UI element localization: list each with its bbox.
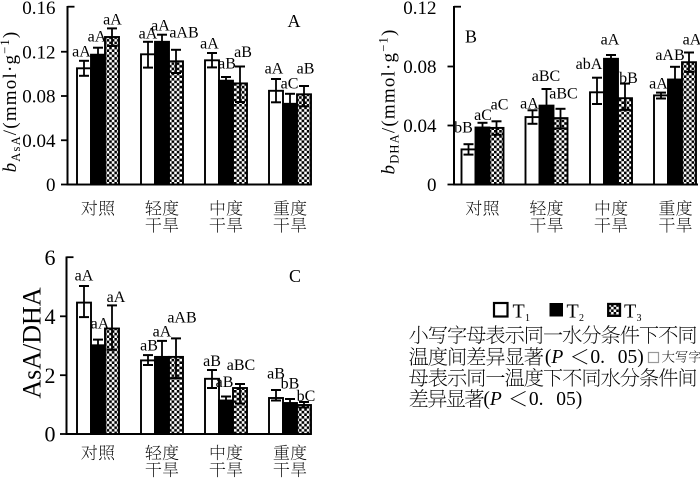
- svg-text:T: T: [624, 301, 636, 323]
- svg-text:aB: aB: [140, 337, 158, 354]
- svg-text:aC: aC: [281, 75, 299, 92]
- svg-text:aA: aA: [72, 43, 91, 60]
- svg-text:4: 4: [45, 304, 56, 329]
- svg-text:aAB: aAB: [655, 47, 684, 64]
- svg-text:aB: aB: [216, 374, 234, 391]
- svg-text:aA: aA: [107, 289, 126, 306]
- svg-text:aA: aA: [601, 31, 620, 48]
- svg-text:05): 05): [618, 347, 644, 368]
- svg-text:05): 05): [556, 389, 582, 410]
- svg-text:1: 1: [525, 313, 530, 324]
- svg-text:0.08: 0.08: [22, 87, 55, 108]
- svg-text:aA: aA: [153, 323, 172, 340]
- svg-text:0.08: 0.08: [403, 57, 436, 78]
- svg-text:0.12: 0.12: [22, 42, 55, 63]
- svg-text:aBC: aBC: [549, 85, 577, 102]
- svg-text:T: T: [567, 301, 579, 323]
- svg-text:aB: aB: [218, 55, 236, 72]
- svg-text:bB: bB: [454, 119, 473, 136]
- svg-text:bB: bB: [281, 375, 300, 392]
- svg-text:3: 3: [637, 313, 642, 324]
- svg-text:2: 2: [579, 313, 584, 324]
- svg-text:(P: (P: [545, 347, 564, 368]
- svg-text:0: 0: [46, 175, 56, 196]
- svg-text:aA: aA: [75, 267, 94, 284]
- svg-text:0.04: 0.04: [403, 116, 437, 137]
- svg-text:0.12: 0.12: [403, 0, 436, 19]
- svg-text:aA: aA: [151, 17, 170, 34]
- svg-text:0.: 0.: [590, 347, 605, 368]
- svg-text:0.16: 0.16: [22, 0, 55, 19]
- svg-text:0: 0: [427, 175, 437, 196]
- svg-text:aAB: aAB: [167, 309, 196, 326]
- svg-text:aA: aA: [649, 75, 668, 92]
- svg-text:bC: bC: [297, 388, 316, 405]
- svg-text:bAsA/(mmol·g−1): bAsA/(mmol·g−1): [0, 31, 23, 173]
- svg-text:(P: (P: [483, 389, 502, 410]
- svg-text:6: 6: [45, 245, 56, 270]
- svg-text:0: 0: [45, 422, 56, 447]
- svg-text:aB: aB: [297, 60, 315, 77]
- svg-text:aB: aB: [203, 353, 221, 370]
- svg-text:aA: aA: [200, 35, 219, 52]
- svg-text:aC: aC: [474, 107, 492, 124]
- svg-text:B: B: [465, 26, 477, 46]
- svg-text:aA: aA: [265, 60, 284, 77]
- svg-text:aB: aB: [234, 44, 252, 61]
- svg-text:A: A: [288, 11, 301, 31]
- svg-text:aBC: aBC: [532, 68, 560, 85]
- svg-text:AsA/DHA: AsA/DHA: [18, 287, 47, 398]
- svg-text:aA: aA: [103, 11, 122, 28]
- svg-text:0.04: 0.04: [22, 131, 56, 152]
- svg-text:aA: aA: [139, 25, 158, 42]
- svg-text:aB: aB: [267, 365, 285, 382]
- svg-text:aA: aA: [88, 28, 107, 45]
- svg-text:aA: aA: [91, 315, 110, 332]
- svg-text:T: T: [513, 301, 525, 323]
- svg-text:aA: aA: [683, 31, 700, 48]
- svg-text:C: C: [289, 266, 301, 286]
- svg-text:abA: abA: [576, 56, 603, 73]
- svg-text:bDHA/(mmol·g−1): bDHA/(mmol·g−1): [377, 29, 402, 175]
- svg-text:aC: aC: [491, 96, 509, 113]
- svg-text:aA: aA: [520, 95, 539, 112]
- svg-text:bB: bB: [619, 70, 638, 87]
- svg-text:0.: 0.: [529, 389, 544, 410]
- svg-text:2: 2: [45, 363, 56, 388]
- svg-text:aBC: aBC: [227, 357, 255, 374]
- svg-text:aAB: aAB: [169, 24, 198, 41]
